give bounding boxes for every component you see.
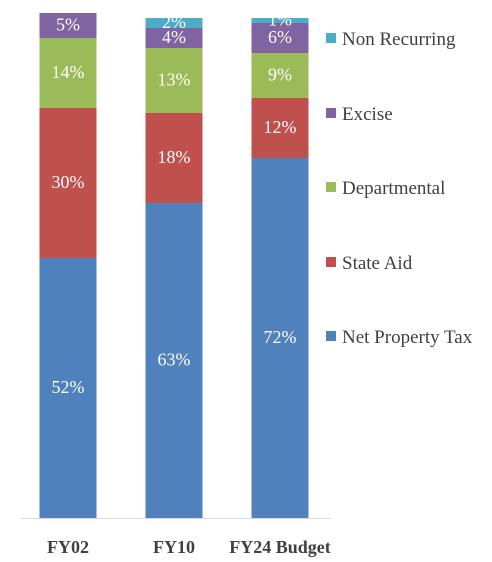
data-label: 9% [268, 65, 292, 85]
data-label: 72% [264, 327, 297, 347]
data-label: 2% [162, 12, 186, 32]
legend-label: State Aid [342, 252, 413, 274]
bar-segment [145, 48, 203, 113]
x-tick-label: FY24 Budget [229, 537, 331, 557]
legend-swatch [326, 182, 336, 192]
bar-segment [145, 28, 203, 48]
legend-item: Non Recurring [326, 27, 486, 53]
legend-label: Excise [342, 103, 393, 125]
legend-label: Net Property Tax [342, 327, 473, 348]
legend-label: Non Recurring [342, 29, 456, 50]
bar-segment [39, 13, 97, 38]
bar-segment [39, 108, 97, 258]
bar-segment [251, 98, 309, 158]
data-label: 52% [52, 377, 85, 397]
data-label: 30% [52, 172, 85, 192]
bar-segment [251, 53, 309, 98]
legend-item: State Aid [326, 251, 486, 277]
bar-segment [39, 258, 97, 518]
x-tick-label: FY02 [47, 537, 89, 557]
data-label: 63% [158, 350, 191, 370]
bar-segment [145, 113, 203, 203]
legend-swatch [326, 331, 336, 341]
legend-label: Departmental [342, 178, 446, 199]
bar-segment [251, 158, 309, 518]
bar-segment [145, 18, 203, 28]
data-label: 1% [268, 10, 292, 30]
data-label: 12% [264, 117, 297, 137]
data-label: 14% [52, 62, 85, 82]
bar-segment [251, 18, 309, 23]
bar-segment [251, 23, 309, 53]
data-label: 6% [268, 27, 292, 47]
legend-swatch [326, 256, 336, 267]
legend-swatch [326, 33, 336, 43]
x-tick-label: FY10 [153, 537, 195, 557]
legend-item: Departmental [326, 176, 486, 202]
bar-segment [39, 38, 97, 108]
legend-swatch [326, 107, 336, 118]
bar-segment [145, 203, 203, 518]
legend-item: Excise [326, 102, 486, 128]
data-label: 13% [158, 70, 191, 90]
data-label: 4% [162, 27, 186, 47]
data-label: 5% [56, 15, 80, 35]
legend-item: Net Property Tax [326, 325, 486, 351]
data-label: 18% [158, 147, 191, 167]
